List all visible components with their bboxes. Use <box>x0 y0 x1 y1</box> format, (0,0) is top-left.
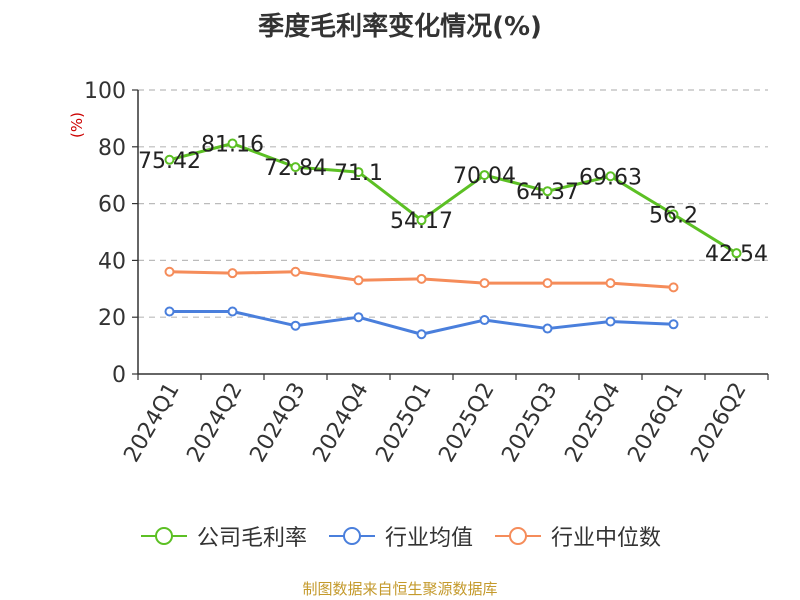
data-point <box>164 306 175 317</box>
data-label: 54.17 <box>390 209 453 234</box>
data-point <box>668 209 679 220</box>
data-point <box>668 282 679 293</box>
data-point <box>416 215 427 226</box>
data-point <box>227 306 238 317</box>
y-tick-label: 80 <box>98 136 126 161</box>
data-point <box>605 316 616 327</box>
data-point <box>668 319 679 330</box>
legend-marker-industry-median <box>495 527 541 545</box>
y-tick-label: 60 <box>98 193 126 218</box>
data-point <box>479 315 490 326</box>
data-point <box>542 186 553 197</box>
legend: 公司毛利率 行业均值 行业中位数 <box>0 520 800 552</box>
legend-item-company[interactable]: 公司毛利率 <box>139 520 307 552</box>
data-point <box>479 170 490 181</box>
y-tick-label: 0 <box>112 363 126 388</box>
data-point <box>605 171 616 182</box>
data-label: 64.37 <box>516 180 579 205</box>
y-tick-label: 100 <box>84 79 126 104</box>
x-tick-label: 2026Q1 <box>623 379 688 467</box>
data-point <box>353 167 364 178</box>
x-tick-label: 2025Q4 <box>560 379 625 467</box>
data-point <box>290 162 301 173</box>
legend-marker-company <box>140 527 187 545</box>
legend-item-industry-median[interactable]: 行业中位数 <box>493 520 661 552</box>
data-point <box>290 320 301 331</box>
legend-label-industry-median: 行业中位数 <box>551 526 662 551</box>
legend-label-industry-mean: 行业均值 <box>384 526 473 551</box>
data-point <box>542 323 553 334</box>
y-tick-label: 40 <box>98 249 126 274</box>
x-tick-label: 2024Q1 <box>119 379 184 467</box>
series-line <box>169 142 738 255</box>
data-point <box>479 278 490 289</box>
x-tick-label: 2024Q2 <box>182 379 247 467</box>
data-label: 42.54 <box>705 242 768 267</box>
data-label: 75.42 <box>138 149 201 174</box>
data-point <box>416 329 427 340</box>
data-label: 72.84 <box>264 156 327 181</box>
x-tick-label: 2026Q2 <box>686 379 751 467</box>
x-tick-label: 2025Q2 <box>434 379 499 467</box>
data-point <box>605 278 616 289</box>
legend-marker-industry-mean <box>328 527 375 545</box>
data-label: 70.04 <box>453 164 516 189</box>
x-tick-label: 2024Q3 <box>245 379 310 467</box>
chart-title: 季度毛利率变化情况(%) <box>258 12 542 42</box>
data-label: 69.63 <box>579 165 642 190</box>
legend-label-company: 公司毛利率 <box>196 526 307 551</box>
data-point <box>353 312 364 323</box>
series-layer <box>164 138 742 340</box>
legend-item-industry-mean[interactable]: 行业均值 <box>327 520 473 552</box>
data-point <box>227 268 238 279</box>
data-point <box>290 266 301 277</box>
data-point <box>164 154 175 165</box>
x-tick-label: 2025Q1 <box>371 379 436 467</box>
y-tick-label: 20 <box>98 306 126 331</box>
x-tick-label: 2024Q4 <box>308 379 373 467</box>
data-point <box>416 273 427 284</box>
data-label: 71.1 <box>334 161 383 186</box>
data-point <box>731 248 742 259</box>
source-note: 制图数据来自恒生聚源数据库 <box>302 580 498 598</box>
data-label: 56.2 <box>649 203 698 228</box>
data-point <box>227 138 238 149</box>
data-label: 81.16 <box>201 133 264 158</box>
data-point <box>542 278 553 289</box>
data-point <box>353 275 364 286</box>
data-point <box>164 266 175 277</box>
y-axis-label: (%) <box>68 112 86 138</box>
x-tick-label: 2025Q3 <box>497 379 562 467</box>
